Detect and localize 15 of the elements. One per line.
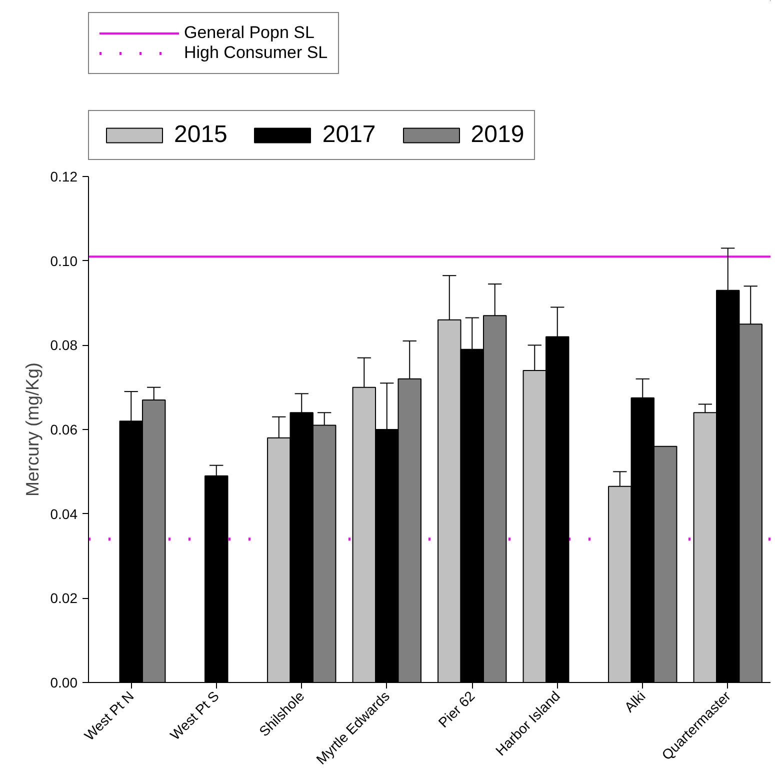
legend-label: General Popn SL <box>184 23 314 43</box>
legend-label: 2017 <box>322 121 376 149</box>
y-tick-label: 0.10 <box>50 252 78 269</box>
legend-label: 2019 <box>470 121 524 149</box>
y-tick-label: 0.02 <box>50 590 78 606</box>
y-tick-label: 0.08 <box>50 337 78 354</box>
y-tick-label: 0.00 <box>50 674 78 690</box>
y-tick-label: 0.06 <box>50 422 78 438</box>
x-tick-label: Pier 62 <box>435 688 478 731</box>
y-tick-label: 0.04 <box>50 506 78 522</box>
y-axis-title: Mercury (mg/Kg) <box>22 362 42 497</box>
legend-label: High Consumer SL <box>184 43 328 63</box>
legend-label: 2015 <box>174 121 228 149</box>
x-tick-label: Alki <box>621 688 648 716</box>
y-tick-label: 0.12 <box>50 168 78 184</box>
